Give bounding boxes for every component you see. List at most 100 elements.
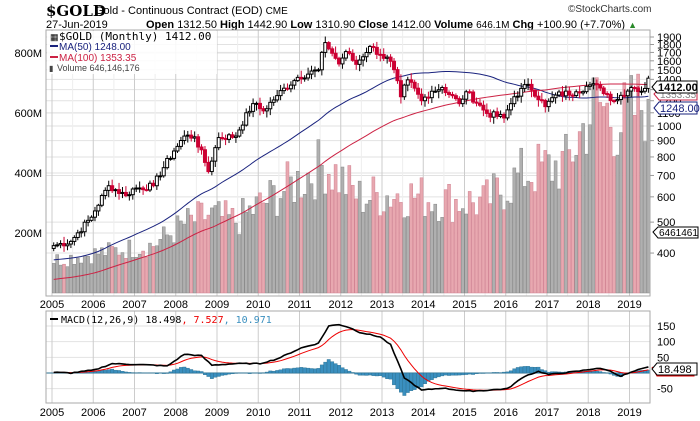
- candle-body: [553, 94, 558, 99]
- candle-body: [429, 90, 434, 99]
- candle: [539, 93, 544, 104]
- price-tick-label: 1600: [657, 56, 681, 68]
- candle-body: [168, 157, 173, 160]
- volume-bar: [550, 180, 554, 294]
- candle: [75, 229, 80, 241]
- candle: [532, 88, 537, 99]
- candle-body: [182, 135, 187, 142]
- candle-body: [213, 147, 218, 162]
- x-tick-label: 2007: [122, 407, 146, 419]
- histogram-bar: [189, 369, 194, 374]
- volume-bar: [567, 149, 572, 294]
- volume-bar: [498, 194, 503, 294]
- volume-bar: [93, 248, 97, 294]
- candle: [106, 180, 111, 198]
- candle-body: [357, 59, 362, 65]
- candle-body: [333, 52, 338, 59]
- candle: [378, 48, 383, 62]
- candle: [419, 88, 424, 106]
- histogram-bar: [416, 372, 420, 388]
- volume-bar: [454, 199, 458, 294]
- candle: [398, 74, 403, 104]
- volume-bar: [282, 191, 286, 294]
- volume-bar: [79, 262, 83, 294]
- histogram-bar: [172, 369, 176, 374]
- histogram-bar: [337, 365, 341, 374]
- candle: [443, 83, 448, 97]
- candle-body: [440, 87, 445, 91]
- x-tick-label: 2012: [329, 299, 353, 311]
- volume-bar: [258, 192, 262, 294]
- candle-body: [398, 80, 403, 98]
- volume-bar: [629, 75, 633, 294]
- x-tick-label: 2010: [246, 299, 270, 311]
- histogram-bar: [313, 368, 317, 374]
- candle: [264, 105, 269, 118]
- x-tick-label: 2011: [288, 407, 312, 419]
- candle-body: [199, 146, 204, 151]
- candle: [89, 215, 94, 222]
- candle-body: [646, 77, 651, 89]
- chg-label: Chg: [512, 19, 534, 31]
- candle: [381, 48, 386, 61]
- candle: [134, 184, 139, 193]
- macd-lines: [53, 323, 649, 393]
- histogram-bar: [223, 372, 228, 376]
- volume-bar: [351, 185, 355, 294]
- volume-bar: [265, 203, 269, 294]
- candle: [508, 98, 513, 116]
- histogram-bar: [512, 368, 517, 374]
- price-tick-label: 1000: [657, 121, 681, 133]
- volume-bar: [51, 263, 56, 294]
- volume-bar: [216, 201, 221, 294]
- macd-panel-border: [45, 310, 651, 404]
- histogram-bar: [350, 372, 355, 374]
- candle-body: [120, 191, 125, 194]
- ma50-swatch: [50, 45, 58, 47]
- volume-value: 646.1M: [476, 20, 510, 31]
- candle: [244, 108, 249, 127]
- volume-bar: [636, 73, 640, 294]
- volume-bar: [605, 102, 609, 294]
- candle: [199, 144, 204, 155]
- volume-bar: [199, 202, 204, 294]
- candle-body: [340, 57, 345, 65]
- candle: [117, 182, 122, 200]
- volume-bar: [588, 124, 592, 294]
- price-tick-label: 1500: [657, 65, 681, 77]
- candle-body: [484, 109, 489, 114]
- candle: [65, 239, 70, 251]
- volume-bar: [357, 180, 362, 294]
- candle: [512, 90, 517, 108]
- candle-body: [347, 51, 352, 54]
- volume-bar: [409, 183, 413, 294]
- candle: [285, 83, 290, 91]
- candle: [615, 93, 620, 105]
- candle-body: [433, 90, 438, 93]
- macd-tick-label: -50: [657, 384, 673, 396]
- volume-bar: [333, 164, 338, 294]
- volume-bar: [622, 82, 627, 294]
- histogram-bar: [99, 370, 104, 374]
- price-legend: ▦ $GOLD (Monthly) 1412.00 MA(50) 1248.00…: [47, 30, 217, 74]
- candle-body: [275, 95, 280, 101]
- candle-body: [165, 158, 170, 169]
- histogram-bar: [268, 370, 273, 374]
- candle: [639, 86, 644, 96]
- candle: [343, 49, 348, 61]
- histogram-bar: [182, 366, 187, 374]
- histogram-bar: [330, 361, 335, 374]
- candle-body: [563, 90, 568, 97]
- candle-body: [457, 98, 462, 105]
- histogram-bar: [333, 363, 338, 374]
- volume-bar: [447, 184, 451, 294]
- price-tick-label: 600: [657, 192, 675, 204]
- candle: [154, 173, 159, 190]
- histogram-bar: [429, 372, 434, 380]
- candle-body: [230, 134, 235, 138]
- volume-bar: [457, 211, 462, 294]
- svg-text:6461461: 6461461: [659, 228, 698, 239]
- candle: [251, 98, 256, 118]
- histogram-bar: [460, 372, 465, 376]
